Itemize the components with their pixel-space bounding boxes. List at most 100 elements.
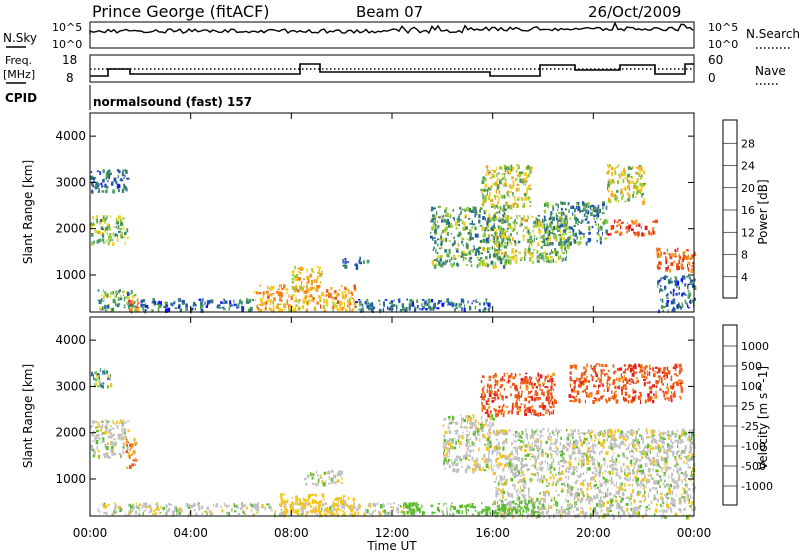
velocity-cell — [568, 485, 571, 489]
velocity-cell — [444, 457, 447, 462]
power-cell — [347, 304, 349, 308]
velocity-cell — [568, 509, 571, 513]
power-cell — [334, 290, 337, 293]
power-cell — [602, 203, 605, 207]
velocity-cell — [649, 463, 651, 466]
power-cell — [491, 226, 494, 231]
velocity-cell — [613, 443, 617, 448]
velocity-cell — [105, 445, 109, 451]
power-cell — [539, 253, 542, 256]
velocity-cell — [443, 417, 447, 421]
velocity-cell — [586, 443, 588, 446]
power-cell — [217, 304, 220, 309]
velocity-cell — [512, 483, 514, 487]
velocity-cell — [584, 511, 587, 517]
velocity-cell — [526, 407, 529, 410]
velocity-cell — [334, 480, 337, 485]
power-cell — [473, 245, 475, 249]
power-cell — [105, 240, 107, 244]
power-cell — [488, 212, 491, 217]
power-cell — [524, 196, 528, 201]
velocity-cell — [683, 431, 685, 436]
velocity-cell — [607, 471, 610, 474]
velocity-cell — [501, 479, 505, 481]
power-cell — [459, 207, 462, 210]
velocity-cell — [124, 434, 126, 438]
power-cell — [257, 307, 260, 310]
power-cell — [434, 225, 437, 230]
velocity-cell — [93, 374, 94, 378]
power-cell — [259, 292, 262, 294]
velocity-cell — [517, 391, 520, 396]
velocity-cell — [666, 500, 668, 505]
power-cell — [156, 301, 159, 306]
velocity-cell — [549, 389, 552, 392]
velocity-cell — [349, 505, 352, 510]
power-cell — [316, 284, 320, 289]
power-cell — [640, 226, 642, 229]
velocity-cell — [497, 450, 499, 455]
power-cell — [132, 302, 135, 305]
velocity-cell — [261, 504, 264, 509]
velocity-cell — [228, 511, 230, 517]
velocity-cell — [674, 432, 678, 437]
velocity-cell — [111, 432, 113, 436]
power-cell — [499, 206, 502, 210]
velocity-cell — [636, 481, 638, 485]
velocity-cell — [645, 505, 649, 509]
power-cell — [532, 225, 535, 228]
velocity-cell — [549, 378, 552, 383]
velocity-cell — [94, 452, 96, 456]
velocity-cell — [121, 423, 125, 428]
velocity-cell — [132, 450, 136, 454]
velocity-cell — [537, 381, 540, 384]
power-cell — [643, 233, 646, 237]
velocity-cell — [658, 475, 662, 478]
velocity-cell — [635, 478, 638, 483]
velocity-cell — [617, 490, 621, 495]
power-cell — [492, 253, 496, 258]
velocity-cell — [142, 511, 144, 516]
power-cell — [508, 260, 512, 265]
power-cell — [130, 289, 133, 294]
power-cell — [498, 218, 501, 223]
power-cell — [291, 280, 295, 284]
velocity-cell — [94, 383, 96, 388]
power-cell — [497, 236, 499, 240]
power-cell — [582, 209, 585, 212]
power-cell — [501, 218, 504, 222]
velocity-cell — [690, 506, 693, 509]
velocity-cell — [504, 499, 508, 501]
velocity-cell — [683, 460, 686, 464]
power-cell — [533, 248, 535, 251]
velocity-cell — [580, 510, 583, 514]
velocity-cell — [311, 493, 315, 496]
power-cell — [497, 241, 500, 243]
velocity-cell — [382, 503, 385, 506]
velocity-cell — [633, 429, 635, 434]
velocity-cell — [127, 454, 129, 458]
velocity-cell — [448, 438, 452, 442]
power-cell — [121, 188, 124, 193]
velocity-cell — [316, 482, 319, 486]
velocity-cell — [536, 471, 539, 475]
power-cell — [124, 231, 127, 236]
velocity-cell — [494, 500, 496, 505]
power-cell — [682, 292, 685, 295]
power-cell — [497, 243, 501, 248]
power-cell — [545, 252, 548, 256]
power-cell — [566, 244, 569, 248]
power-cell — [565, 255, 567, 258]
power-cell — [531, 242, 533, 247]
power-cell — [486, 191, 488, 196]
velocity-cell — [467, 439, 470, 444]
velocity-cell — [103, 372, 106, 375]
power-cell — [544, 255, 547, 258]
power-cell — [234, 303, 237, 306]
velocity-cell — [491, 468, 494, 471]
power-cell — [509, 235, 511, 240]
power-cell — [562, 236, 565, 240]
velocity-cell — [619, 483, 622, 488]
power-cell — [118, 230, 121, 233]
power-cell — [552, 241, 554, 246]
